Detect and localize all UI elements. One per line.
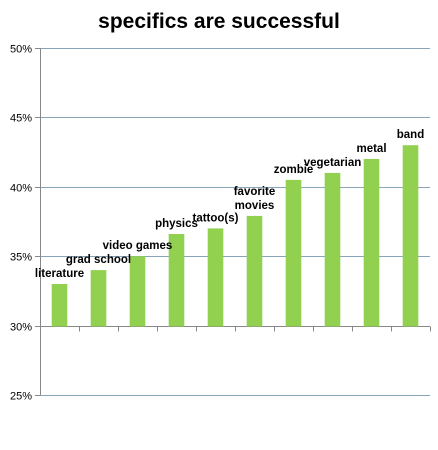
bar: [402, 145, 419, 327]
y-tick-labels: 25% 30% 35% 40% 45% 50%: [10, 44, 32, 403]
data-label-line: tattoo(s): [193, 212, 239, 224]
bar: [168, 234, 185, 327]
data-label: vegetarian: [304, 157, 362, 169]
y-tick-label: 40%: [10, 183, 32, 195]
data-label: favorite movies: [234, 186, 276, 212]
data-label-line: video games: [103, 240, 173, 252]
bar: [129, 256, 146, 327]
bar: [324, 172, 341, 327]
data-label: literature: [35, 268, 84, 280]
bar: [207, 228, 224, 327]
data-label-line: zombie: [274, 164, 314, 176]
data-label: metal: [356, 143, 386, 155]
bars: [51, 145, 419, 327]
data-label-line: favorite: [234, 186, 276, 198]
y-tick-label: 25%: [10, 391, 32, 403]
data-label-line: literature: [35, 268, 84, 280]
y-tick-label: 30%: [10, 322, 32, 334]
data-label-line: grad school: [66, 254, 131, 266]
data-label-line: metal: [356, 143, 386, 155]
bar: [363, 159, 380, 327]
data-label-line: physics: [155, 218, 198, 230]
chart-title: specifics are successful: [98, 10, 340, 33]
data-label: band: [397, 129, 424, 141]
data-label: video games: [103, 240, 173, 252]
data-label-line: vegetarian: [304, 157, 362, 169]
y-tick-label: 35%: [10, 252, 32, 264]
data-label: tattoo(s): [193, 212, 239, 224]
bar: [51, 284, 68, 327]
bar: [246, 215, 263, 327]
data-label: physics: [155, 218, 198, 230]
data-label: zombie: [274, 164, 314, 176]
y-tick-label: 50%: [10, 44, 32, 56]
data-labels: literature grad school video games physicst…: [35, 129, 424, 280]
y-tick-label: 45%: [10, 113, 32, 125]
data-label-line: band: [397, 129, 424, 141]
data-label-line: movies: [235, 200, 275, 212]
bar: [90, 270, 107, 327]
data-label: grad school: [66, 254, 131, 266]
bar: [285, 179, 302, 327]
